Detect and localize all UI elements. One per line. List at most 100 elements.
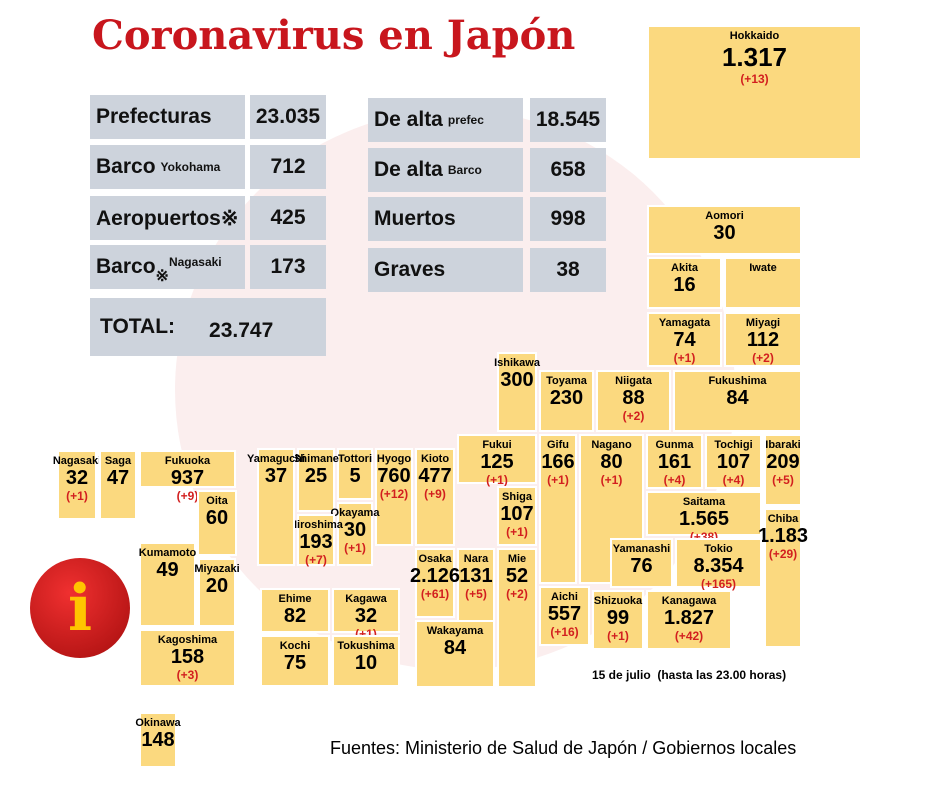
prefecture-name: Shiga <box>502 491 532 503</box>
total-box: TOTAL: 23.747 <box>90 298 326 356</box>
prefecture: Kanagawa 1.827 (+42) <box>646 590 732 650</box>
prefecture-value: 937 <box>170 467 205 489</box>
prefecture-value: 2.126 <box>409 565 461 587</box>
prefecture-name: Saga <box>104 455 132 467</box>
prefecture-value: 230 <box>549 387 584 409</box>
prefecture-name: Nagasaki <box>52 455 102 467</box>
prefecture: Miyagi 112 (+2) <box>724 312 802 367</box>
prefecture-name: Ehime <box>278 593 312 605</box>
label: Muertos <box>374 207 456 230</box>
prefecture: Okayama 30 (+1) <box>331 502 379 566</box>
prefecture: Akita 16 <box>647 257 722 309</box>
stat-label: Aeropuertos※ <box>90 196 245 240</box>
prefecture-value: 1.827 <box>663 607 715 629</box>
prefecture-value: 10 <box>354 652 378 674</box>
prefecture-name: Oita <box>206 495 228 507</box>
stat-label: De alta Barco <box>368 148 523 192</box>
prefecture-name: Kagoshima <box>157 634 218 646</box>
prefecture: Okinawa 148 <box>135 712 181 768</box>
prefecture: Toyama 230 <box>539 370 594 432</box>
prefecture-delta: (+1) <box>673 351 696 365</box>
prefecture: Gifu 166 (+1) <box>539 434 577 584</box>
prefecture-value: 300 <box>500 369 534 391</box>
prefecture: Oita 60 <box>197 490 237 556</box>
total-label: TOTAL: <box>100 315 176 338</box>
prefecture: Fukui 125 (+1) <box>457 434 537 487</box>
prefecture-value: 148 <box>141 729 175 751</box>
prefecture: Niigata 88 (+2) <box>596 370 671 432</box>
label: De alta <box>374 158 443 181</box>
prefecture-name: Fukuoka <box>164 455 211 467</box>
prefecture-delta: (+2) <box>752 351 774 365</box>
prefecture-name: Ishikawa <box>494 357 540 369</box>
prefecture: Shiga 107 (+1) <box>497 486 537 546</box>
prefecture: Ibaraki 209 (+5) <box>764 434 802 506</box>
prefecture-name: Shimane <box>293 453 339 465</box>
prefecture: Ehime 82 <box>260 588 330 633</box>
prefecture-name: Chiba <box>767 513 799 525</box>
prefecture-value: 30 <box>713 222 736 244</box>
prefecture: Kagoshima 158 (+3) <box>139 629 236 687</box>
prefecture-name: Niigata <box>615 375 652 387</box>
sub-label: Yokohama <box>160 160 221 174</box>
prefecture-value: 30 <box>343 519 367 541</box>
prefecture-value: 52 <box>505 565 529 587</box>
prefecture: Hyogo 760 (+12) <box>375 448 413 546</box>
prefecture-delta: (+7) <box>305 553 327 567</box>
prefecture-delta: (+61) <box>420 587 450 601</box>
prefecture-value: 209 <box>766 451 800 473</box>
prefecture-delta: (+5) <box>772 473 794 487</box>
prefecture-value: 112 <box>746 329 780 351</box>
prefecture-name: Miyazaki <box>194 563 240 575</box>
prefecture-name: Kochi <box>279 640 311 652</box>
prefecture-delta: (+4) <box>722 473 745 487</box>
prefecture-value: 1.183 <box>757 525 809 547</box>
prefecture-name: Shizuoka <box>593 595 643 607</box>
prefecture-name: Hyogo <box>376 453 412 465</box>
prefecture: Wakayama 84 <box>415 620 495 688</box>
prefecture-name: Yamagata <box>658 317 711 329</box>
prefecture-name: Wakayama <box>426 625 484 637</box>
prefecture-value: 75 <box>283 652 307 674</box>
prefecture-value: 477 <box>418 465 452 487</box>
prefecture-name: Nara <box>463 553 489 565</box>
prefecture-name: Yamanashi <box>612 543 671 555</box>
prefecture-value: 166 <box>541 451 575 473</box>
prefecture-value: 82 <box>283 605 307 627</box>
date: 15 de julio (hasta las 23.00 horas) <box>592 668 787 682</box>
prefecture-name: Tochigi <box>714 439 753 451</box>
sub-label: prefec <box>447 113 484 127</box>
prefecture-name: Tokushima <box>337 640 395 652</box>
prefecture: Yamagata 74 (+1) <box>647 312 722 367</box>
prefecture-value: 25 <box>304 465 328 487</box>
prefecture-name: Nagano <box>591 439 632 451</box>
prefecture-delta: (+2) <box>506 587 528 601</box>
stat-label: Prefecturas <box>90 95 245 139</box>
prefecture-value: 20 <box>205 575 229 597</box>
prefecture-name: Kanagawa <box>661 595 717 607</box>
prefecture-name: Yamaguchi <box>246 453 306 465</box>
stat-label: De alta prefec <box>368 98 523 142</box>
prefecture-delta: (+13) <box>740 72 769 86</box>
prefecture: Kochi 75 <box>260 635 330 687</box>
prefecture: Tochigi 107 (+4) <box>705 434 762 489</box>
prefecture-delta: (+4) <box>663 473 686 487</box>
prefecture-value: 49 <box>156 559 179 581</box>
prefecture-name: Hiroshima <box>289 519 343 531</box>
prefecture-name: Okinawa <box>135 717 181 729</box>
prefecture-delta: (+165) <box>700 577 737 591</box>
prefecture: Kioto 477 (+9) <box>415 448 455 546</box>
prefecture: Tokio 8.354 (+165) <box>675 538 762 591</box>
prefecture-value: 125 <box>480 451 514 473</box>
prefecture-value: 60 <box>205 507 229 529</box>
prefecture-name: Mie <box>507 553 527 565</box>
prefecture-name: Kumamoto <box>138 547 197 559</box>
prefecture-name: Okayama <box>330 507 380 519</box>
prefecture-value: 88 <box>622 387 645 409</box>
stat-value: 658 <box>530 148 606 192</box>
prefecture: Saitama 1.565 (+38) <box>646 491 762 544</box>
prefecture-value: 161 <box>657 451 692 473</box>
prefecture-value: 131 <box>459 565 493 587</box>
label: Prefecturas <box>96 105 212 128</box>
